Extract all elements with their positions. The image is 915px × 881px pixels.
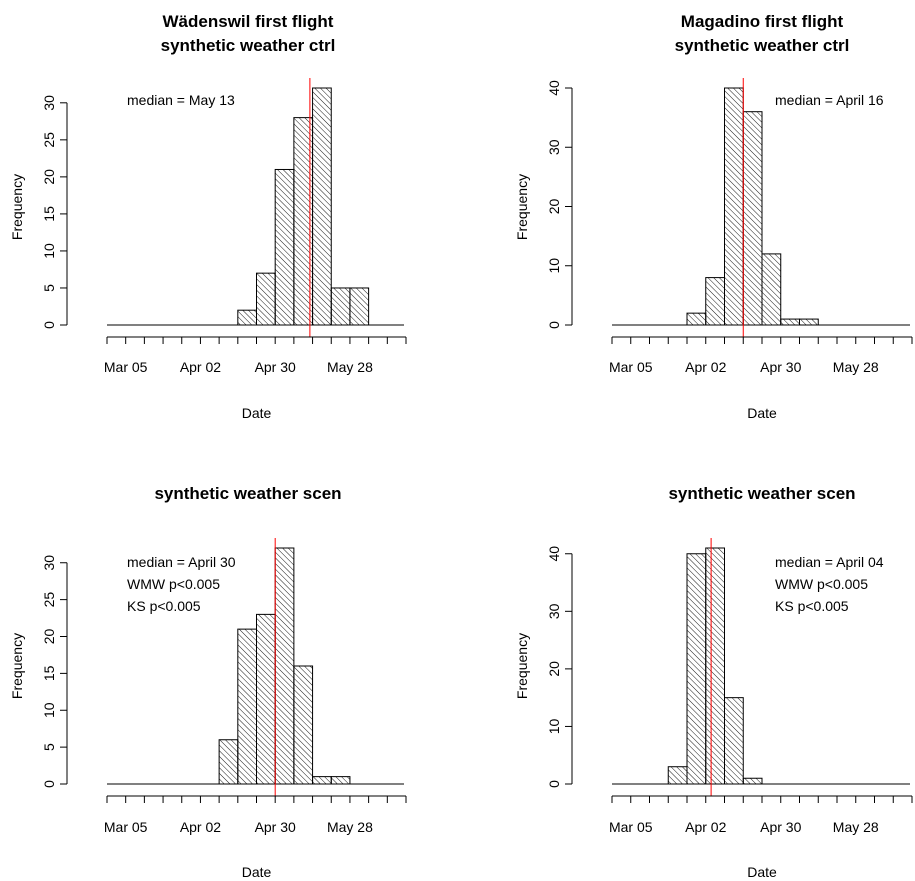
chart-title: synthetic weather scen bbox=[154, 484, 341, 503]
chart-annotation: WMW p<0.005 bbox=[127, 576, 220, 592]
y-tick-label: 0 bbox=[546, 780, 562, 788]
x-tick-label: Apr 02 bbox=[685, 359, 726, 375]
histogram-bar bbox=[274, 168, 295, 326]
histogram-bar bbox=[724, 697, 744, 785]
x-tick-label: Mar 05 bbox=[104, 819, 148, 835]
x-tick-label: Apr 30 bbox=[760, 359, 801, 375]
chart-annotation: KS p<0.005 bbox=[775, 598, 849, 614]
histogram-bar bbox=[761, 253, 782, 326]
x-tick-label: Apr 30 bbox=[255, 819, 296, 835]
histogram-bar bbox=[667, 766, 688, 785]
y-tick-label: 20 bbox=[41, 629, 57, 645]
histogram-bar bbox=[349, 287, 370, 326]
y-tick-label: 30 bbox=[41, 95, 57, 111]
y-axis-label: Frequency bbox=[9, 633, 25, 699]
y-tick-label: 5 bbox=[41, 743, 57, 751]
x-tick-label: Mar 05 bbox=[609, 819, 653, 835]
x-axis-label: Date bbox=[242, 405, 272, 421]
y-tick-label: 30 bbox=[546, 139, 562, 155]
y-tick-label: 40 bbox=[546, 546, 562, 562]
histogram-bar bbox=[705, 277, 725, 326]
y-tick-label: 20 bbox=[41, 169, 57, 185]
histogram-bar bbox=[686, 312, 707, 326]
y-axis-label: Frequency bbox=[9, 174, 25, 240]
chart-title: synthetic weather ctrl bbox=[161, 36, 336, 55]
histogram-bar bbox=[799, 318, 819, 326]
x-axis-label: Date bbox=[747, 405, 777, 421]
histogram-bar bbox=[237, 628, 257, 785]
histogram-bar bbox=[742, 111, 763, 326]
x-tick-label: Apr 02 bbox=[180, 359, 221, 375]
chart-annotation: median = May 13 bbox=[127, 92, 235, 108]
histogram-bar bbox=[274, 547, 295, 785]
histogram-panel-3: synthetic weather scen 0 5 10 15 20 25 30 Freque… bbox=[9, 484, 407, 880]
x-tick-label: Apr 02 bbox=[685, 819, 726, 835]
y-tick-label: 30 bbox=[546, 603, 562, 619]
histogram-bar bbox=[293, 665, 314, 785]
y-axis-label: Frequency bbox=[514, 633, 530, 699]
chart-annotation: KS p<0.005 bbox=[127, 598, 201, 614]
y-tick-label: 10 bbox=[41, 243, 57, 259]
y-tick-label: 25 bbox=[41, 592, 57, 608]
y-tick-label: 20 bbox=[546, 661, 562, 677]
y-tick-label: 15 bbox=[41, 206, 57, 222]
y-tick-label: 40 bbox=[546, 80, 562, 96]
x-tick-label: May 28 bbox=[833, 359, 879, 375]
histogram-bar bbox=[237, 309, 257, 326]
x-tick-label: Apr 30 bbox=[255, 359, 296, 375]
x-axis-label: Date bbox=[242, 864, 272, 880]
histogram-bar bbox=[256, 272, 276, 326]
x-tick-label: Apr 02 bbox=[180, 819, 221, 835]
x-tick-label: May 28 bbox=[327, 819, 373, 835]
chart-annotation: median = April 04 bbox=[775, 554, 884, 570]
histogram-bar bbox=[780, 318, 800, 326]
chart-annotation: median = April 16 bbox=[775, 92, 884, 108]
x-tick-label: May 28 bbox=[327, 359, 373, 375]
x-axis-label: Date bbox=[747, 864, 777, 880]
histogram-bar bbox=[330, 776, 351, 785]
y-tick-label: 0 bbox=[41, 321, 57, 329]
chart-title: Wädenswil first flight bbox=[163, 12, 334, 31]
chart-annotation: WMW p<0.005 bbox=[775, 576, 868, 592]
histogram-panel-2: Magadino first flight synthetic weather c… bbox=[514, 12, 913, 421]
x-tick-label: Mar 05 bbox=[104, 359, 148, 375]
y-tick-label: 10 bbox=[546, 718, 562, 734]
chart-title: synthetic weather scen bbox=[668, 484, 855, 503]
histogram-bar bbox=[705, 547, 725, 785]
x-tick-label: Apr 30 bbox=[760, 819, 801, 835]
histogram-panel-1: Wädenswil first flight synthetic weather … bbox=[9, 12, 407, 421]
y-tick-label: 10 bbox=[546, 258, 562, 274]
chart-annotation: median = April 30 bbox=[127, 554, 236, 570]
y-tick-label: 0 bbox=[546, 321, 562, 329]
y-tick-label: 20 bbox=[546, 199, 562, 215]
y-tick-label: 0 bbox=[41, 780, 57, 788]
y-tick-label: 30 bbox=[41, 555, 57, 571]
x-tick-label: May 28 bbox=[833, 819, 879, 835]
histogram-bar bbox=[256, 613, 276, 785]
histogram-bar bbox=[686, 553, 707, 785]
histogram-bar bbox=[742, 777, 763, 785]
histogram-bar bbox=[312, 87, 332, 326]
histogram-panel-4: synthetic weather scen 0 10 20 30 40 Frequency… bbox=[514, 484, 913, 880]
y-tick-label: 15 bbox=[41, 665, 57, 681]
histogram-bar bbox=[330, 287, 351, 326]
histogram-bar bbox=[312, 776, 332, 785]
y-tick-label: 25 bbox=[41, 132, 57, 148]
y-tick-label: 5 bbox=[41, 284, 57, 292]
y-axis-label: Frequency bbox=[514, 174, 530, 240]
chart-title: Magadino first flight bbox=[681, 12, 844, 31]
histogram-bar bbox=[724, 87, 744, 326]
x-tick-label: Mar 05 bbox=[609, 359, 653, 375]
histogram-bar bbox=[218, 739, 239, 785]
y-tick-label: 10 bbox=[41, 702, 57, 718]
chart-title: synthetic weather ctrl bbox=[675, 36, 850, 55]
